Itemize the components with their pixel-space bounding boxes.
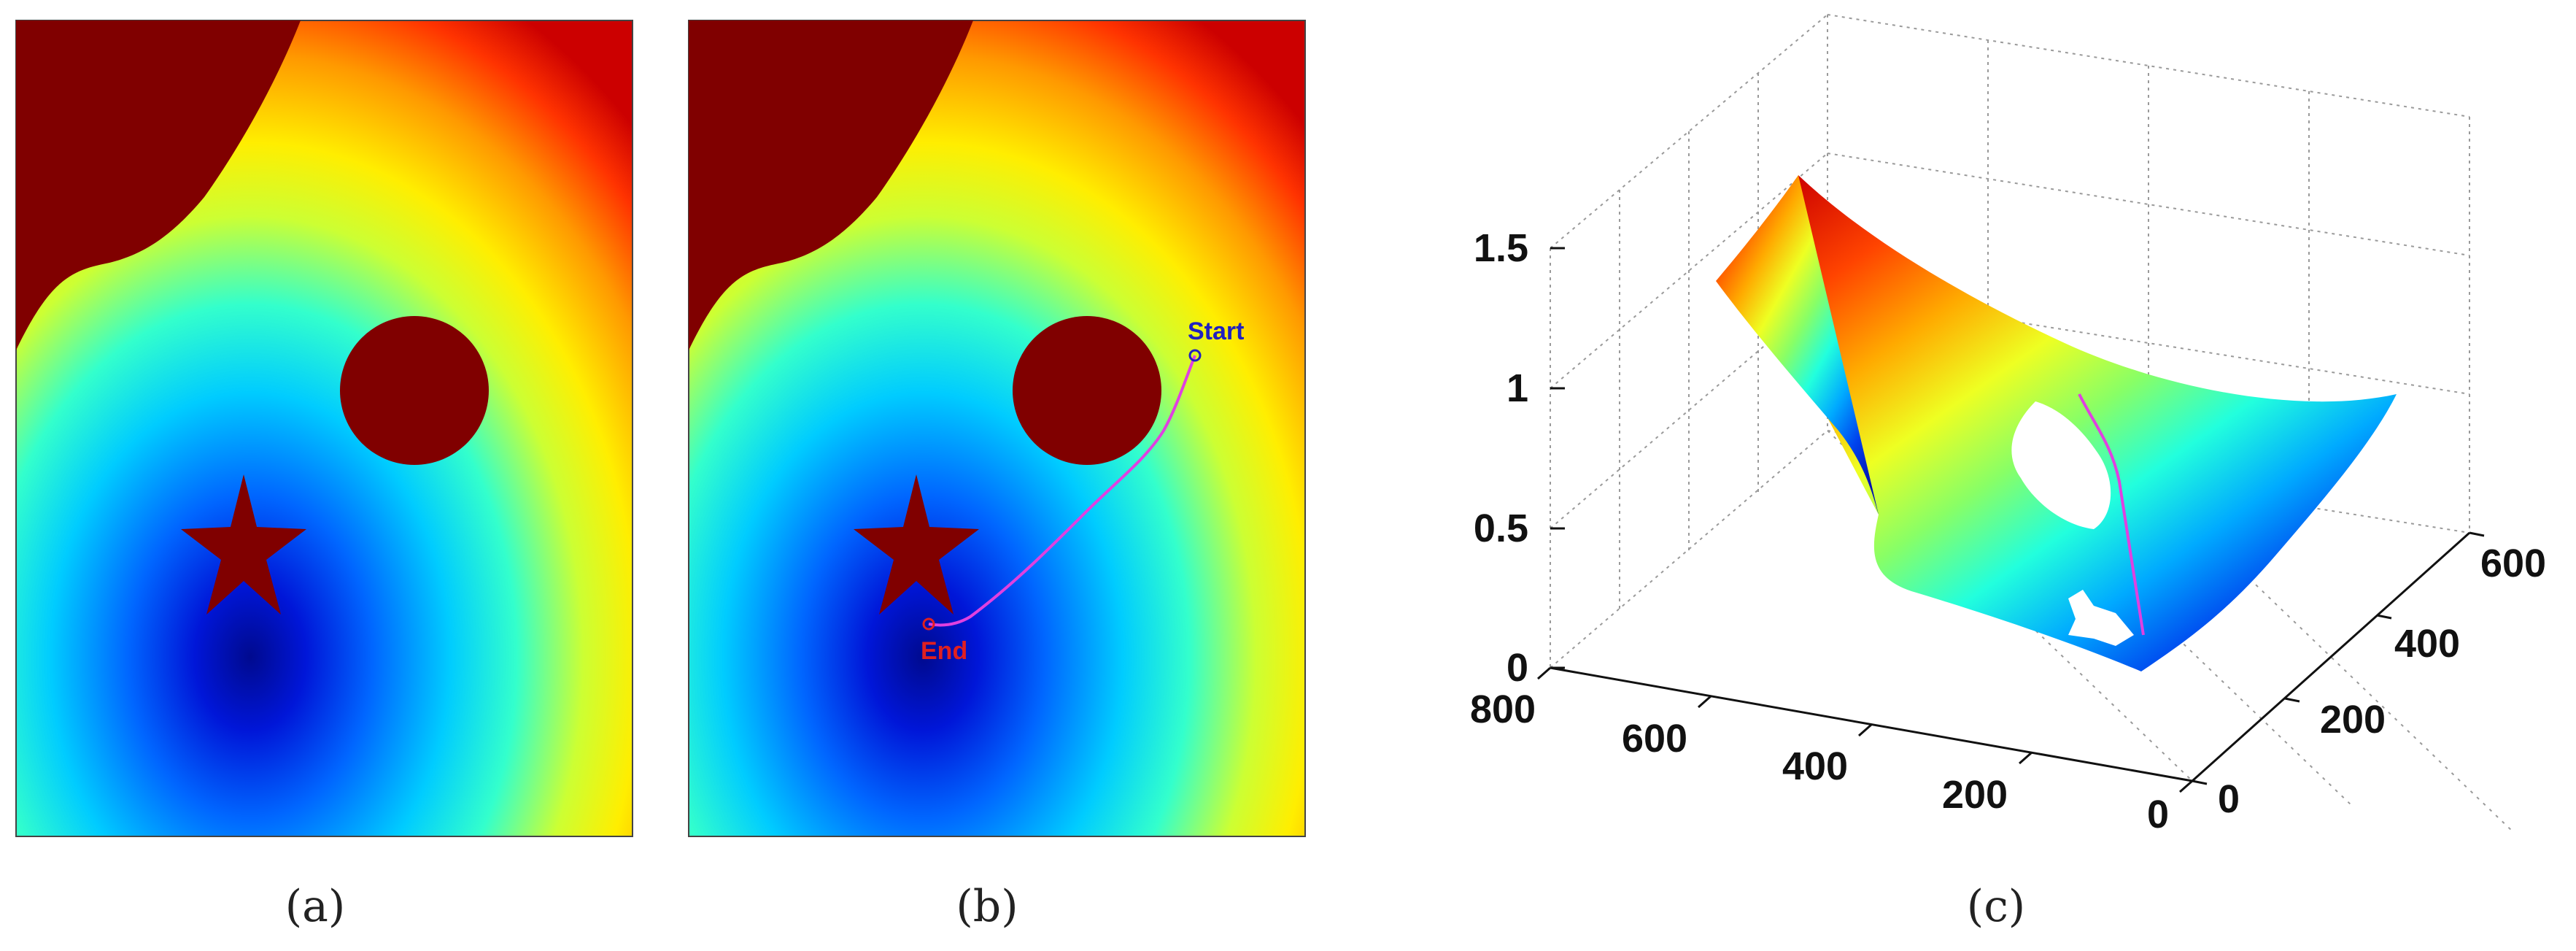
caption-b: (b) <box>956 881 1018 932</box>
x-tick-label: 800 <box>1470 688 1536 731</box>
circle-obstacle <box>1013 316 1161 465</box>
corner-obstacle <box>16 20 301 350</box>
panel-a <box>15 20 633 837</box>
end-label: End <box>921 637 967 665</box>
caption-a: (a) <box>285 881 346 932</box>
x-tick-label: 0 <box>2147 793 2169 836</box>
start-label: Start <box>1188 317 1244 345</box>
axes <box>1537 247 2485 793</box>
panel-b: Start End <box>688 20 1306 837</box>
x-tick-label: 400 <box>1782 744 1848 788</box>
start-marker <box>1188 349 1202 362</box>
x-axis-line <box>1550 666 2193 782</box>
y-tick-label: 600 <box>2480 542 2546 585</box>
caption-c: (c) <box>1967 881 2025 932</box>
y-axis-line <box>2191 531 2471 782</box>
circle-hole <box>2011 401 2111 529</box>
star-obstacle <box>854 474 979 615</box>
corner-obstacle <box>689 20 973 350</box>
star-obstacle <box>181 474 306 615</box>
star-hole <box>2068 590 2134 646</box>
panel-c: 0 0.5 1 1.5 800 600 400 200 0 0 200 400 … <box>1470 14 2546 836</box>
end-marker <box>922 617 935 631</box>
y-tick-label: 0 <box>2218 777 2240 821</box>
z-tick-label: 1.5 <box>1474 226 1528 270</box>
x-tick-label: 600 <box>1622 717 1687 761</box>
surface-left-edge <box>1716 175 1879 515</box>
z-tick-label: 0 <box>1506 646 1528 690</box>
x-tick-label: 200 <box>1942 773 2008 817</box>
circle-obstacle <box>340 316 489 465</box>
z-tick-label: 0.5 <box>1474 507 1528 550</box>
path-line <box>928 355 1196 627</box>
y-tick-label: 200 <box>2320 698 2386 742</box>
z-tick-label: 1 <box>1506 366 1528 410</box>
surface-path <box>2078 393 2145 636</box>
y-tick-label: 400 <box>2394 622 2460 666</box>
